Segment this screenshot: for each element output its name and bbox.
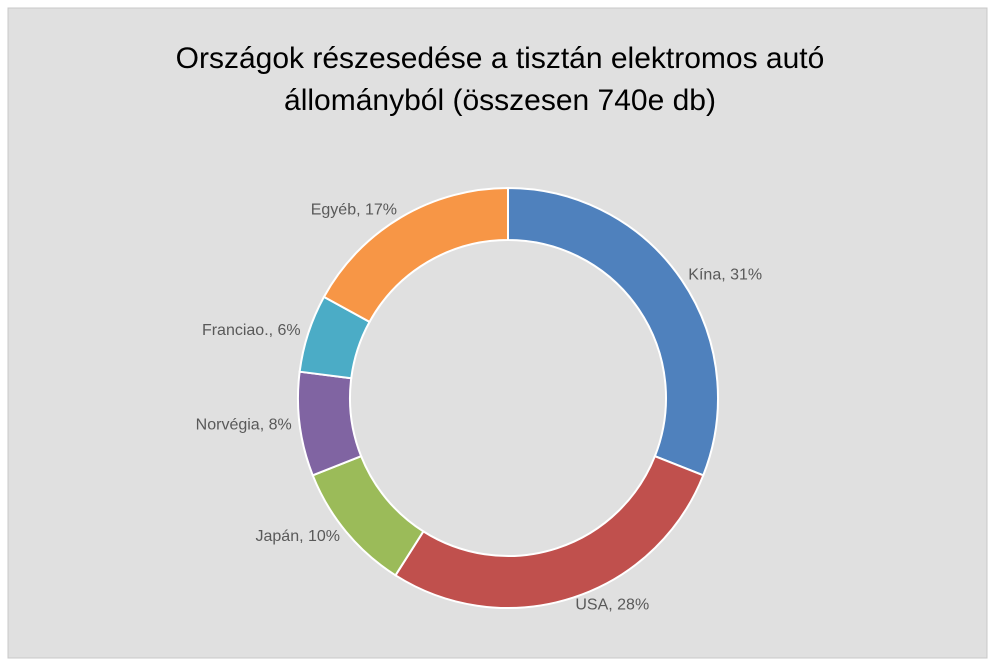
data-label: USA, 28% (575, 597, 649, 614)
data-label: Kína, 31% (688, 267, 762, 284)
data-label: Franciao., 6% (202, 322, 301, 339)
chart-title: Országok részesedése a tisztán elektromo… (176, 42, 825, 75)
data-label: Japán, 10% (256, 528, 341, 545)
donut-segment (322, 186, 509, 324)
data-label: Egyéb, 17% (311, 202, 397, 219)
chart-title: állományból (összesen 740e db) (284, 84, 716, 117)
chart-area (7, 7, 988, 659)
data-label: Norvégia, 8% (196, 417, 292, 434)
